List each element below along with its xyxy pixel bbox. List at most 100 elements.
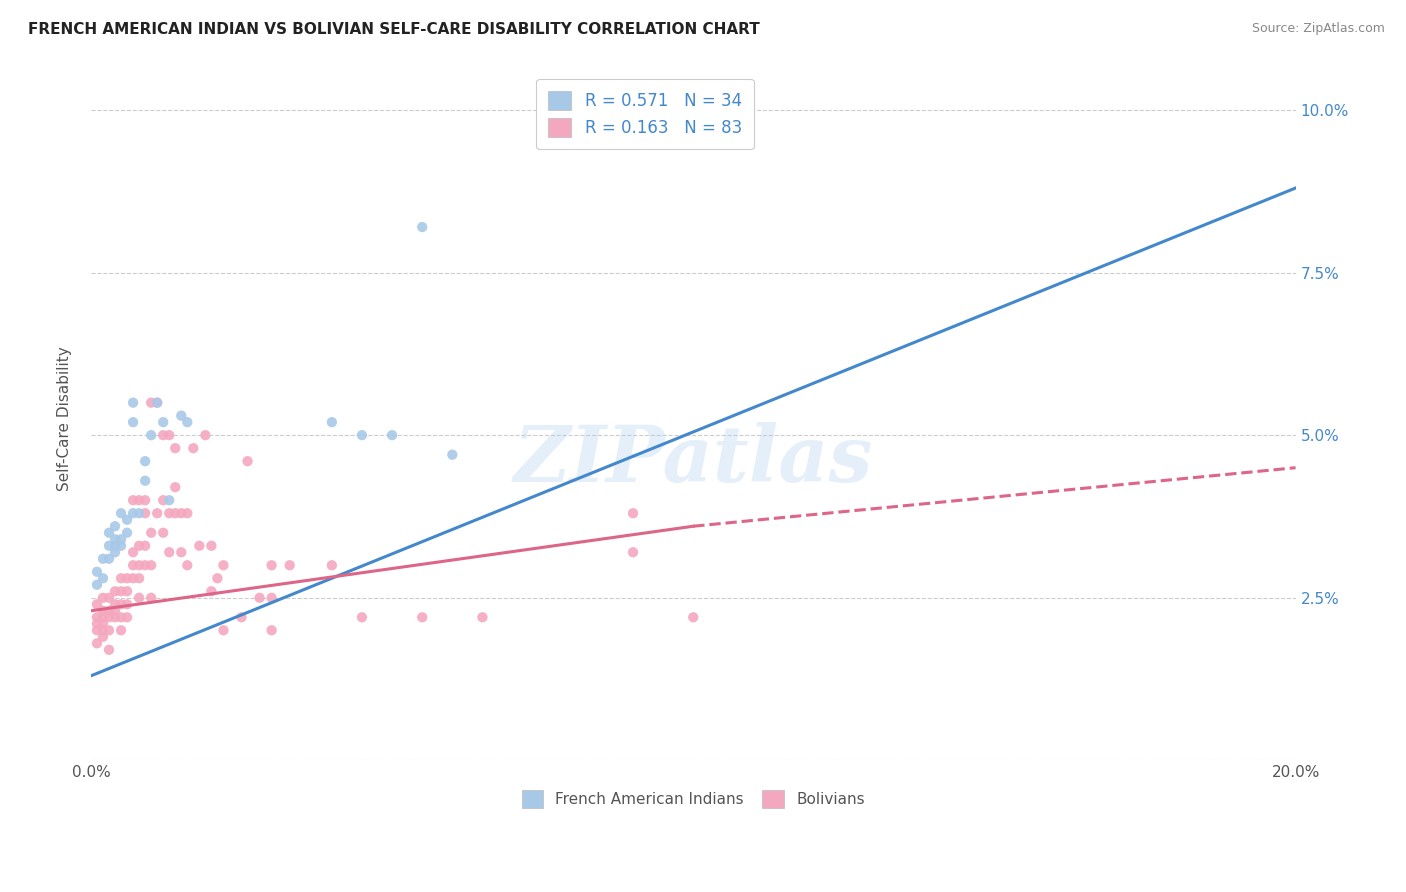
Point [128,493,150,508]
Point [110,597,132,611]
Point [278,558,301,573]
Point [134,493,156,508]
Point [91,551,114,566]
Point [115,525,138,540]
Point [98,551,121,566]
Point [621,506,644,520]
Point [115,571,138,585]
Point [321,415,343,429]
Point [110,533,132,547]
Point [86,610,108,624]
Point [134,474,156,488]
Point [91,571,114,585]
Point [183,441,205,455]
Point [621,545,644,559]
Point [98,624,121,638]
Point [110,506,132,520]
Point [141,558,163,573]
Point [152,493,174,508]
Point [104,545,127,559]
Point [165,480,187,494]
Point [441,448,464,462]
Point [122,415,145,429]
Point [212,624,235,638]
Point [176,558,198,573]
Point [104,539,127,553]
Point [350,610,373,624]
Point [110,624,132,638]
Point [682,610,704,624]
Text: Source: ZipAtlas.com: Source: ZipAtlas.com [1251,22,1385,36]
Point [141,395,163,409]
Point [86,565,108,579]
Point [260,591,283,605]
Point [411,220,433,235]
Point [200,584,222,599]
Point [122,545,145,559]
Point [260,624,283,638]
Point [231,610,253,624]
Point [157,506,180,520]
Point [122,506,145,520]
Point [411,610,433,624]
Point [98,604,121,618]
Point [110,571,132,585]
Point [236,454,259,468]
Point [104,610,127,624]
Point [128,539,150,553]
Point [152,525,174,540]
Point [165,506,187,520]
Point [128,571,150,585]
Point [146,395,169,409]
Point [122,558,145,573]
Point [212,558,235,573]
Text: ZIPatlas: ZIPatlas [513,422,873,498]
Point [134,539,156,553]
Point [194,428,217,442]
Point [381,428,404,442]
Point [170,506,193,520]
Point [141,525,163,540]
Point [165,441,187,455]
Point [188,539,211,553]
Point [115,584,138,599]
Point [321,558,343,573]
Legend: French American Indians, Bolivians: French American Indians, Bolivians [516,784,870,814]
Point [146,506,169,520]
Point [170,545,193,559]
Text: FRENCH AMERICAN INDIAN VS BOLIVIAN SELF-CARE DISABILITY CORRELATION CHART: FRENCH AMERICAN INDIAN VS BOLIVIAN SELF-… [28,22,759,37]
Point [91,610,114,624]
Point [98,610,121,624]
Point [86,597,108,611]
Point [176,415,198,429]
Point [115,513,138,527]
Point [146,395,169,409]
Point [104,584,127,599]
Point [157,545,180,559]
Point [110,584,132,599]
Point [122,395,145,409]
Point [91,624,114,638]
Point [471,610,494,624]
Point [128,506,150,520]
Point [86,636,108,650]
Point [86,616,108,631]
Point [157,493,180,508]
Point [104,533,127,547]
Point [91,616,114,631]
Point [110,539,132,553]
Point [207,571,229,585]
Point [249,591,271,605]
Point [86,624,108,638]
Point [91,630,114,644]
Point [170,409,193,423]
Point [98,591,121,605]
Point [128,591,150,605]
Point [134,454,156,468]
Point [104,604,127,618]
Point [157,428,180,442]
Point [86,578,108,592]
Point [152,428,174,442]
Point [98,539,121,553]
Point [350,428,373,442]
